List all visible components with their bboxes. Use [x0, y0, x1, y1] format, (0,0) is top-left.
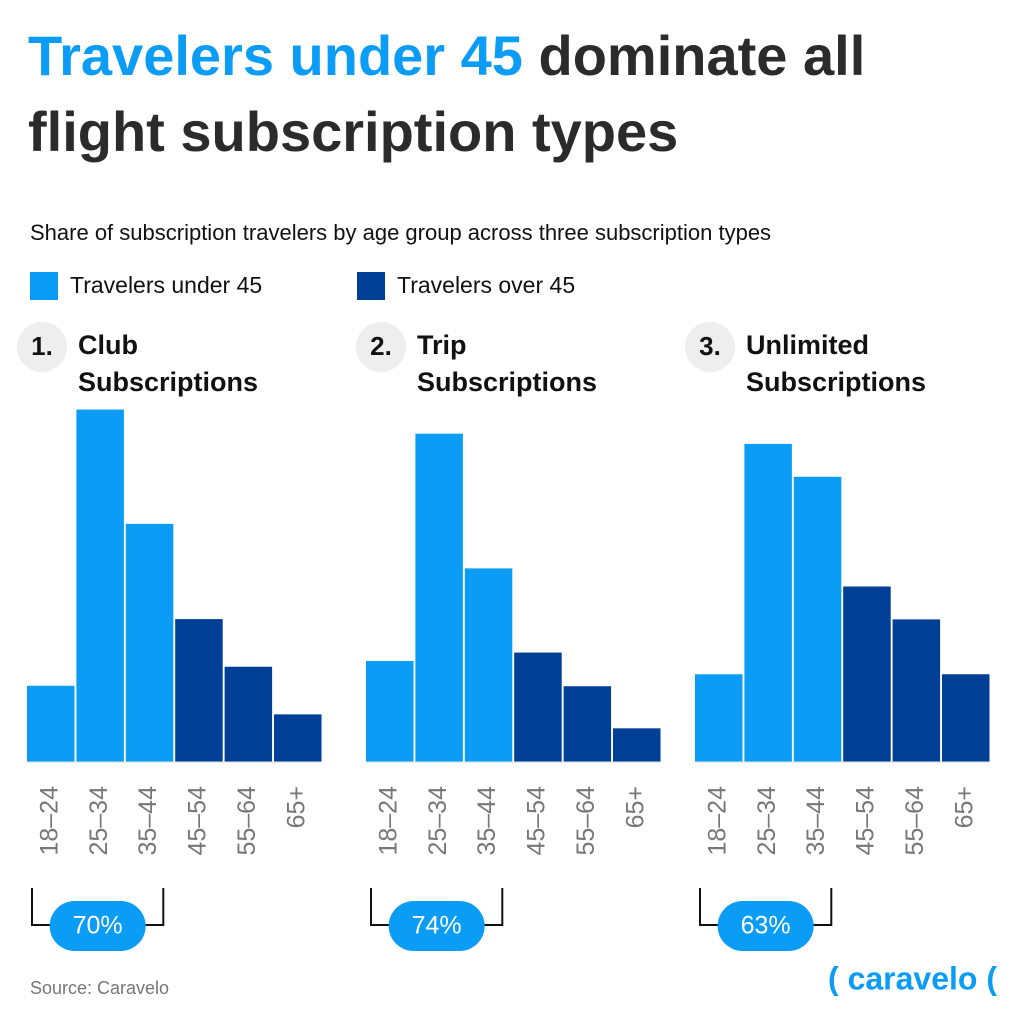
bar [175, 619, 223, 762]
share-pill [49, 901, 146, 951]
legend-label: Travelers under 45 [70, 272, 262, 298]
x-tick-label: 18–24 [703, 786, 731, 856]
number-badge [685, 322, 735, 372]
x-tick-label: 65+ [621, 786, 649, 828]
bar [744, 443, 792, 762]
x-tick-label: 18–24 [35, 786, 63, 856]
share-pill [388, 901, 485, 951]
bar [274, 714, 322, 762]
x-tick-label: 45–54 [184, 786, 212, 856]
x-tick-label: 55–64 [901, 786, 929, 856]
chart-number: 3. [699, 331, 721, 361]
x-tick-label: 65+ [282, 786, 310, 828]
chart-title: Trip Subscriptions [417, 330, 598, 397]
bar [514, 652, 562, 762]
share-label: 63% [741, 912, 791, 940]
source: Source: Caravelo [30, 978, 169, 998]
x-tick-label: 55–64 [572, 786, 600, 856]
legend-label: Travelers over 45 [397, 272, 575, 298]
bar [563, 686, 612, 762]
x-tick-label: 18–24 [374, 786, 402, 856]
legend-swatch [30, 272, 58, 300]
legend-swatch [357, 272, 385, 300]
number-badge [356, 322, 406, 372]
title: Travelers under 45 dominate all flight s… [28, 18, 988, 170]
bar [76, 409, 124, 762]
share-pill [717, 901, 814, 951]
title-highlight: Travelers under 45 [28, 24, 523, 87]
bar [695, 674, 743, 762]
logo: ( caravelo ( [828, 960, 997, 996]
bar [366, 660, 414, 762]
title-rest: dominate all flight subscription types [28, 24, 866, 163]
bar [464, 568, 513, 762]
x-tick-label: 45–54 [523, 786, 551, 856]
chart-title: Unlimited Subscriptions [746, 330, 927, 397]
share-label: 74% [412, 912, 462, 940]
bar [892, 619, 941, 762]
chart-number: 1. [31, 331, 53, 361]
x-tick-label: 55–64 [233, 786, 261, 856]
x-tick-label: 25–34 [753, 786, 781, 856]
bar [415, 433, 463, 762]
bar [843, 586, 891, 762]
bar [613, 728, 661, 762]
share-label: 70% [73, 912, 123, 940]
bar [793, 476, 842, 762]
chart-title: Club Subscriptions [78, 330, 259, 397]
x-tick-label: 65+ [950, 786, 978, 828]
chart-number: 2. [370, 331, 392, 361]
bar [125, 523, 174, 762]
number-badge [17, 322, 67, 372]
x-tick-label: 35–44 [473, 786, 501, 856]
bar [224, 666, 273, 762]
x-tick-label: 45–54 [852, 786, 880, 856]
bar [942, 674, 990, 762]
x-tick-label: 35–44 [134, 786, 162, 856]
x-tick-label: 25–34 [85, 786, 113, 856]
x-tick-label: 25–34 [424, 786, 452, 856]
subtitle: Share of subscription travelers by age g… [30, 220, 771, 245]
x-tick-label: 35–44 [802, 786, 830, 856]
bar [27, 685, 75, 762]
